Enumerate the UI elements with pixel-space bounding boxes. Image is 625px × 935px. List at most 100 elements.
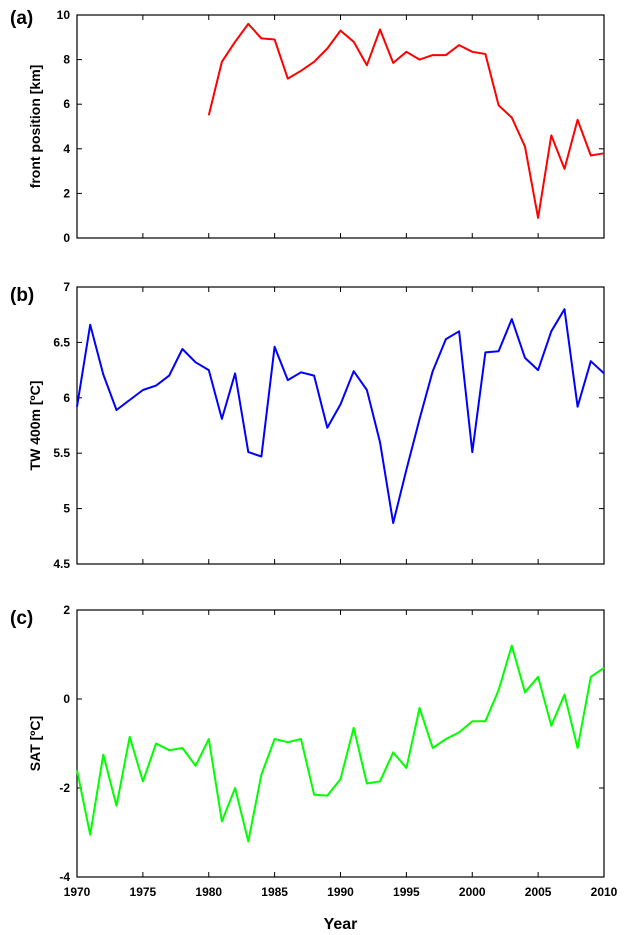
data-point — [181, 348, 183, 350]
data-point — [340, 30, 342, 32]
panel-a: 0 2 4 6 8 10 front position [km] (a) — [10, 8, 605, 245]
y-tick-label: -2 — [59, 781, 70, 795]
panel-label: (a) — [10, 8, 33, 29]
data-point — [208, 114, 210, 116]
data-point — [498, 350, 500, 352]
data-point — [537, 369, 539, 371]
data-point — [313, 794, 315, 796]
data-point — [155, 385, 157, 387]
data-point — [181, 747, 183, 749]
data-point — [590, 360, 592, 362]
x-tick-label: 1980 — [195, 885, 222, 899]
data-point — [563, 308, 565, 310]
data-point — [366, 783, 368, 785]
data-point — [484, 351, 486, 353]
data-point — [313, 61, 315, 63]
data-point — [155, 743, 157, 745]
panel-c: -4 -2 0 2 1970 1975 1980 1985 1990 1995 2000 2005 20… — [10, 603, 618, 933]
data-point — [419, 707, 421, 709]
data-point — [432, 370, 434, 372]
data-point — [498, 689, 500, 691]
y-tick-label: 6 — [63, 391, 70, 405]
y-tick-label: 8 — [63, 53, 70, 67]
data-point — [274, 346, 276, 348]
data-point — [89, 834, 91, 836]
data-point — [340, 403, 342, 405]
series-line — [207, 22, 605, 219]
data-point — [353, 727, 355, 729]
data-point — [366, 389, 368, 391]
data-point — [550, 725, 552, 727]
data-point — [590, 154, 592, 156]
data-point — [247, 840, 249, 842]
data-point — [260, 774, 262, 776]
y-tick-label: 6.5 — [53, 335, 70, 349]
data-point — [353, 41, 355, 43]
data-point — [445, 54, 447, 56]
data-point — [379, 780, 381, 782]
data-point — [419, 59, 421, 61]
data-point — [326, 795, 328, 797]
x-tick-label: 1985 — [261, 885, 288, 899]
data-point — [524, 357, 526, 359]
data-point — [89, 324, 91, 326]
y-tick-label: 5 — [63, 502, 70, 516]
panel-label: (b) — [10, 285, 34, 306]
data-point — [208, 369, 210, 371]
data-point — [340, 778, 342, 780]
y-tick-label: 7 — [63, 280, 70, 294]
data-point — [603, 372, 605, 374]
data-point — [524, 146, 526, 148]
x-tick-label: 1970 — [64, 885, 91, 899]
data-point — [287, 78, 289, 80]
series-line — [76, 644, 605, 843]
y-tick-label: 0 — [63, 692, 70, 706]
data-point — [432, 54, 434, 56]
plot-frame — [76, 14, 605, 239]
data-point — [511, 645, 513, 647]
y-tick-label: 4.5 — [53, 557, 70, 571]
data-point — [471, 51, 473, 53]
data-point — [168, 375, 170, 377]
data-point — [247, 451, 249, 453]
data-point — [550, 134, 552, 136]
plot-frame — [76, 286, 605, 565]
panel-b: 4.5 5 5.5 6 6.5 7 TW 400m [ºC] (b) — [10, 280, 605, 571]
data-point — [76, 769, 78, 771]
data-point — [300, 738, 302, 740]
data-point — [234, 787, 236, 789]
data-point — [168, 749, 170, 751]
y-tick-label: 2 — [63, 186, 70, 200]
data-point — [221, 61, 223, 63]
x-axis-label: Year — [324, 916, 358, 933]
data-point — [260, 456, 262, 458]
data-point — [102, 374, 104, 376]
data-point — [208, 738, 210, 740]
x-tick-label: 1975 — [130, 885, 157, 899]
y-tick-label: 2 — [63, 603, 70, 617]
data-point — [405, 469, 407, 471]
data-point — [550, 330, 552, 332]
data-point — [471, 720, 473, 722]
data-point — [102, 754, 104, 756]
data-point — [129, 399, 131, 401]
data-point — [76, 406, 78, 408]
x-tick-label: 1990 — [327, 885, 354, 899]
data-point — [287, 741, 289, 743]
data-point — [366, 64, 368, 66]
data-point — [458, 330, 460, 332]
data-point — [260, 37, 262, 39]
data-point — [274, 39, 276, 41]
data-point — [379, 28, 381, 30]
x-tick-label: 2010 — [591, 885, 618, 899]
data-point — [142, 389, 144, 391]
data-point — [300, 371, 302, 373]
data-point — [484, 720, 486, 722]
data-point — [353, 370, 355, 372]
y-axis-label: SAT [ºC] — [27, 716, 43, 771]
data-point — [195, 765, 197, 767]
data-point — [221, 418, 223, 420]
x-tick-label: 1995 — [393, 885, 420, 899]
data-point — [419, 418, 421, 420]
